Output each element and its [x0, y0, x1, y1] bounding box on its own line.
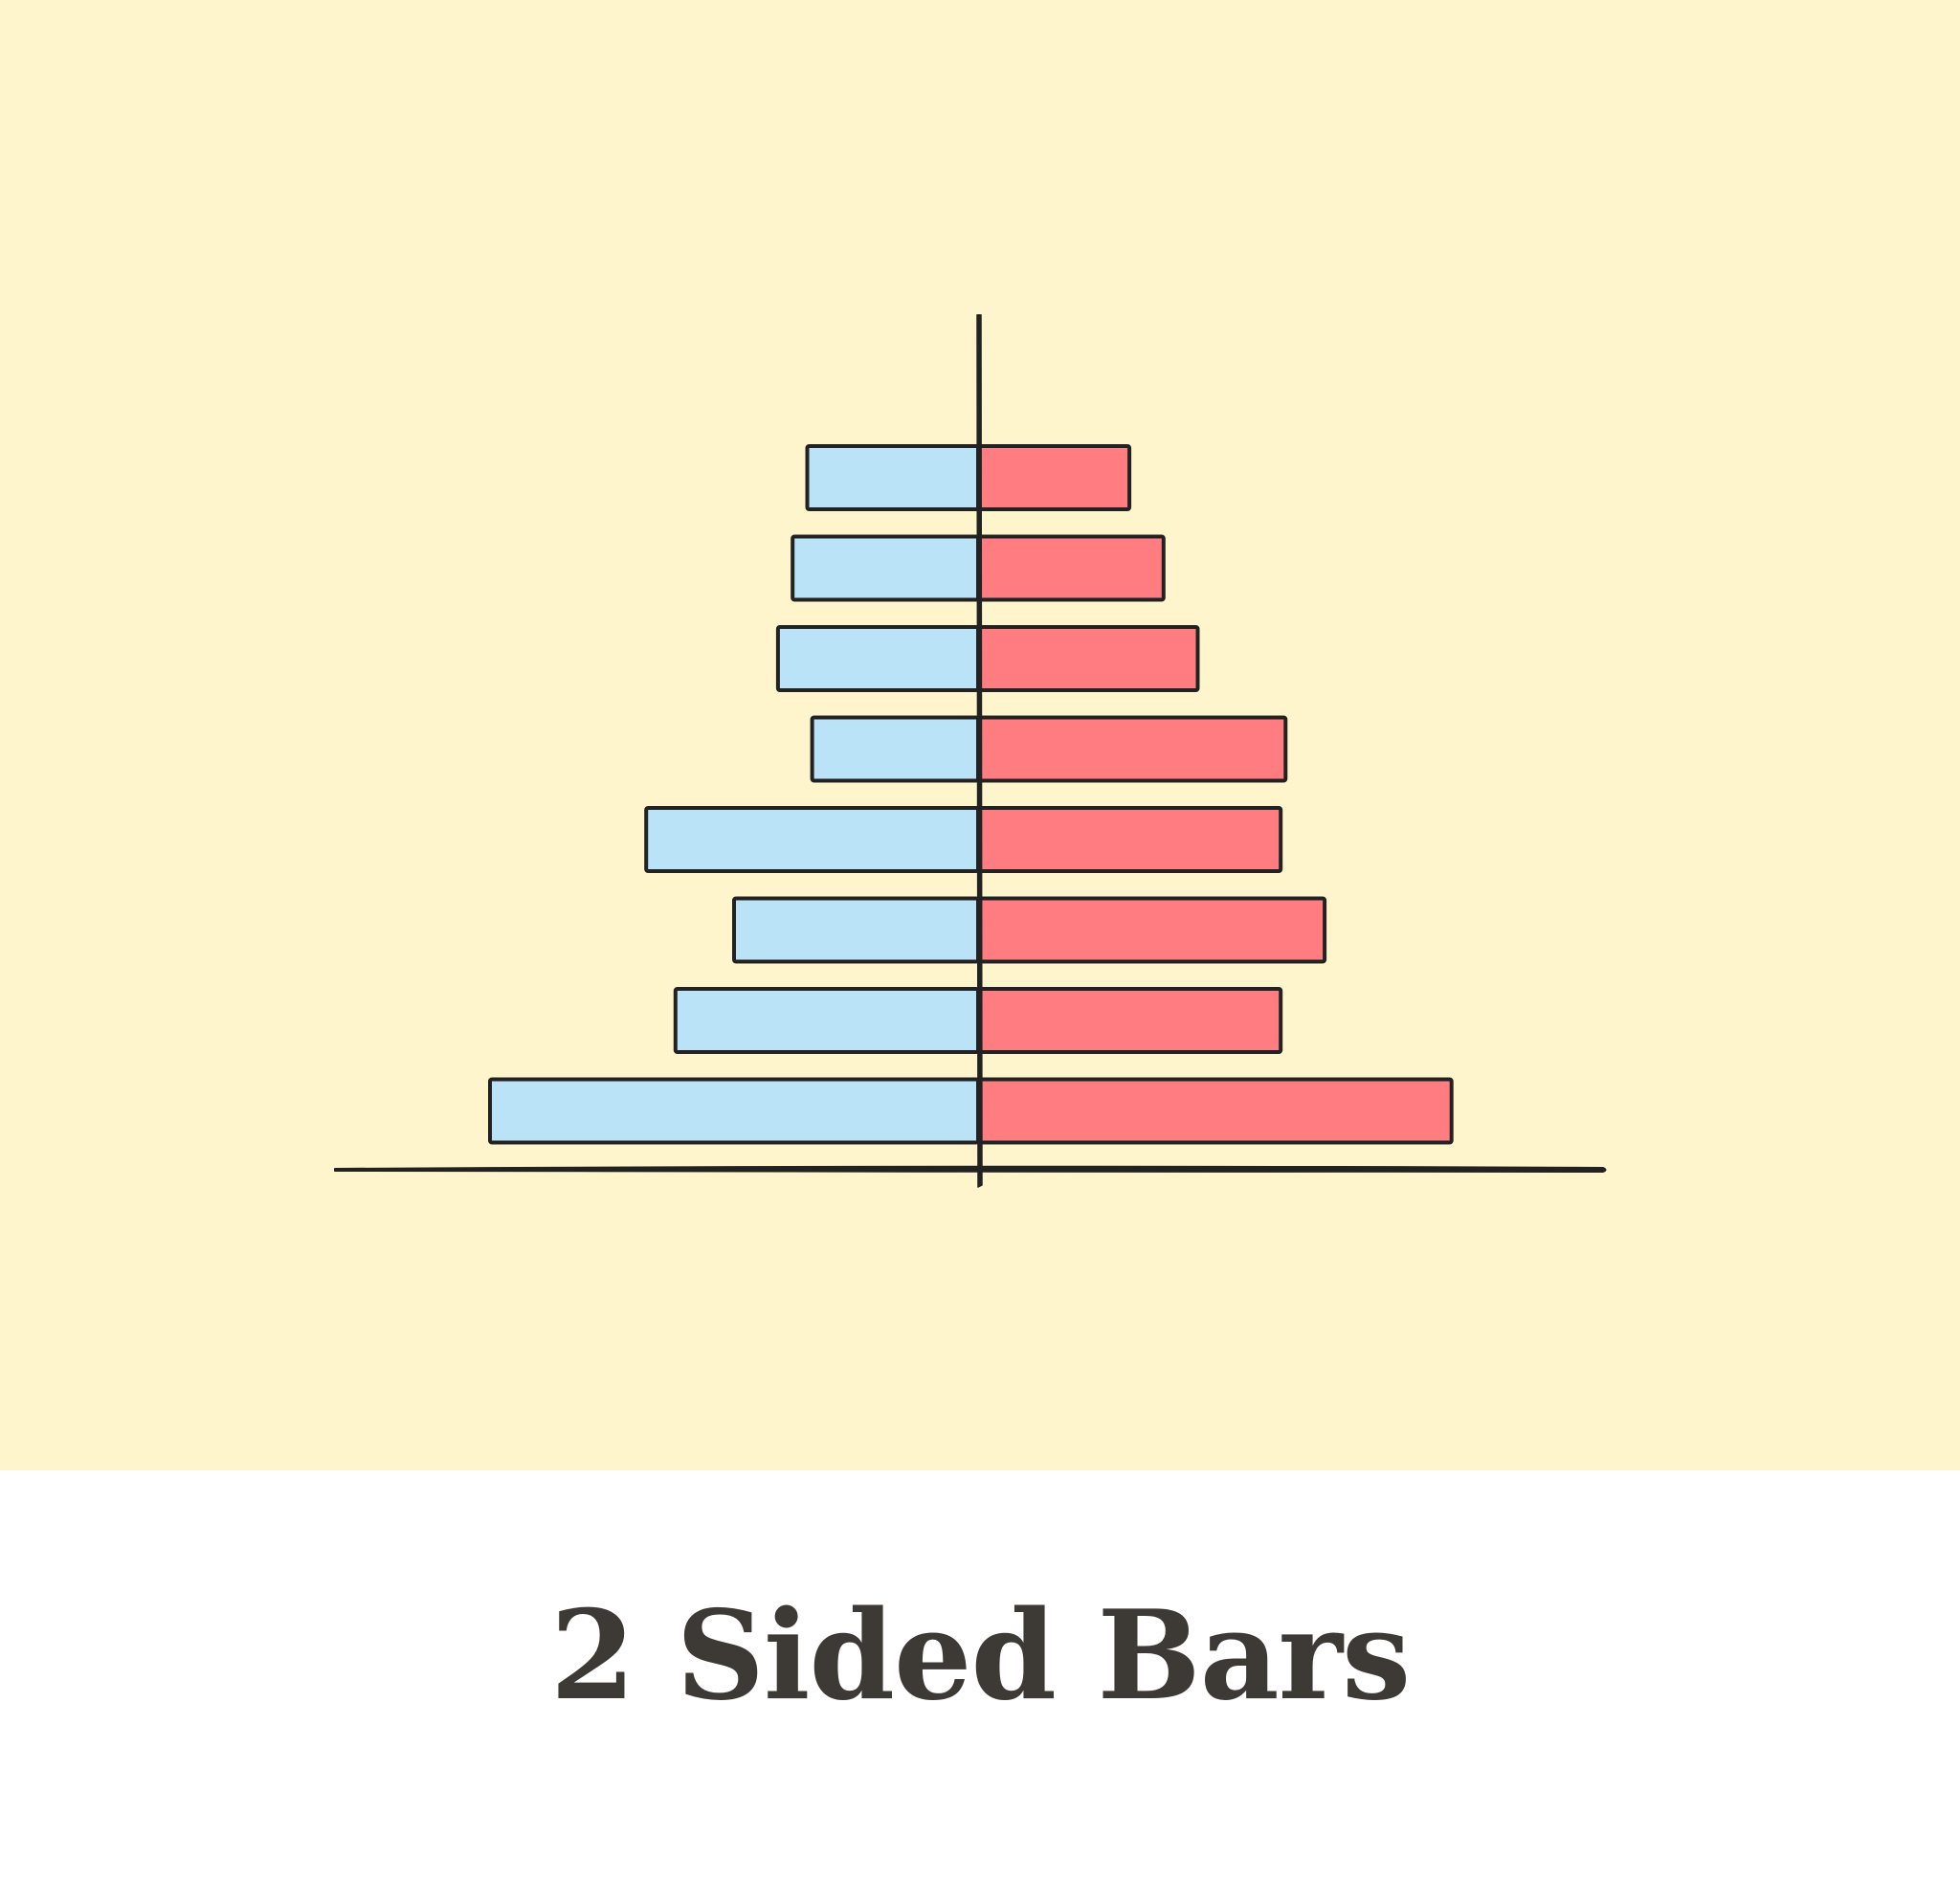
- right-bar-2: [976, 534, 1166, 602]
- right-bar-3: [976, 625, 1200, 692]
- right-bar-8: [976, 1077, 1454, 1145]
- center-axis: [976, 314, 983, 1188]
- left-bar-4: [810, 715, 980, 783]
- two-sided-bar-chart: [334, 314, 1607, 1188]
- left-bar-6: [732, 896, 980, 964]
- left-bar-7: [673, 987, 980, 1054]
- left-bar-5: [644, 806, 980, 873]
- left-bar-1: [805, 444, 980, 511]
- chart-caption: 2 Sided Bars: [549, 1584, 1411, 1728]
- right-bar-7: [976, 987, 1283, 1054]
- left-bar-2: [791, 534, 981, 602]
- left-bar-8: [488, 1077, 980, 1145]
- x-axis-baseline: [334, 1165, 1607, 1174]
- right-bar-1: [976, 444, 1132, 511]
- left-bar-3: [775, 625, 981, 692]
- chart-panel: [0, 0, 1960, 1470]
- bars-group: [488, 444, 1454, 1145]
- right-bar-6: [976, 896, 1327, 964]
- right-bar-4: [976, 715, 1288, 783]
- right-bar-5: [976, 806, 1283, 873]
